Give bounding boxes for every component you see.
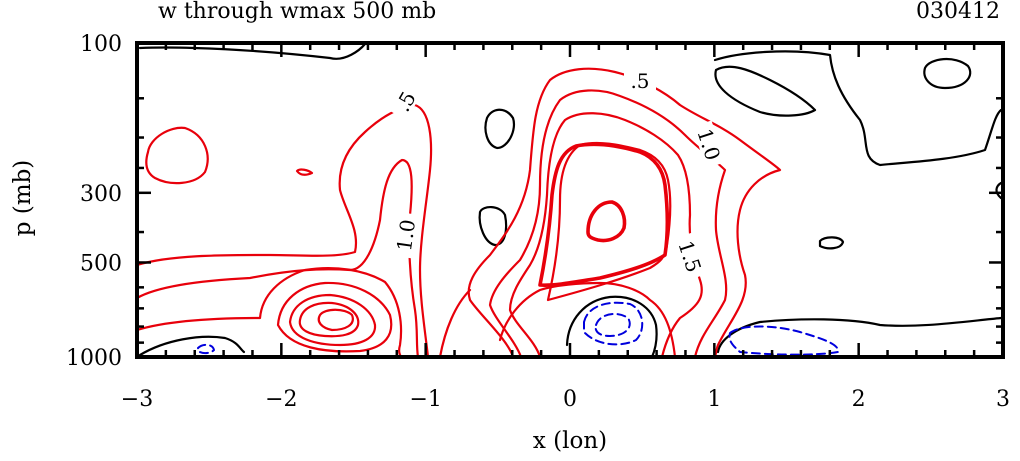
positive-contour-left-2-5 [288, 293, 377, 347]
y-tick-label: 300 [80, 182, 122, 207]
x-tick-label: 2 [852, 387, 866, 412]
x-tick-label: −2 [265, 387, 297, 412]
positive-contour-left-1-0 [137, 158, 420, 357]
y-tick-label: 1000 [66, 346, 122, 371]
zero-contour-bottom-right [716, 316, 1003, 354]
positive-contour-center-2-0 [498, 281, 677, 357]
x-tick-label: 0 [563, 387, 577, 412]
negative-contour-small-left [197, 343, 215, 355]
x-tick-label: −1 [409, 387, 441, 412]
chart-title: w through wmax 500 mb [158, 0, 436, 24]
positive-contour-left-center-edge [438, 288, 472, 357]
contour-labels: .5 1.0 .5 1.0 1.5 [389, 69, 725, 281]
y-tick-label: 500 [80, 251, 122, 276]
positive-contour-tiny [295, 168, 314, 176]
y-tick-label: 100 [80, 32, 122, 57]
zero-contour-tiny-oval [818, 236, 845, 250]
positive-contour-left-0-5 [137, 103, 433, 357]
positive-contour-left-3-0 [298, 301, 360, 338]
x-tick-label: 3 [996, 387, 1010, 412]
y-axis-label: p (mb) [10, 160, 36, 237]
positive-contour-center-0-5 [467, 67, 782, 357]
contour-lines [137, 43, 1003, 357]
zero-contour-right-edge [995, 181, 1003, 200]
positive-contour-center-1-0 [488, 89, 728, 357]
x-tick-label: −3 [121, 387, 153, 412]
positive-contour-center-2-5 [546, 141, 672, 302]
positive-contours [137, 67, 782, 357]
zero-contour-top [138, 43, 367, 60]
positive-contour-center-3-5 [586, 200, 627, 243]
positive-contour-left-3-5 [317, 308, 354, 332]
chart-date: 030412 [916, 0, 1000, 24]
zero-contour-right-oval [714, 65, 817, 117]
zero-contour-bottom-left [138, 335, 246, 357]
axes: −3 −2 −1 0 1 2 3 100 300 500 1000 [66, 32, 1010, 412]
positive-contour-left-oval [145, 126, 209, 185]
zero-contour-small-oval-mid [484, 108, 516, 150]
positive-contour-center-1-5 [508, 112, 703, 357]
negative-contours [197, 301, 840, 356]
zero-contour-small-oval-top-right [923, 58, 972, 90]
contour-label-2: .5 [630, 69, 649, 93]
zero-contours [138, 43, 1003, 357]
negative-contour-inner [594, 312, 631, 337]
x-axis-label: x (lon) [533, 428, 607, 454]
contour-label-1: 1.0 [392, 218, 420, 253]
positive-contour-center-3-0 [538, 142, 670, 287]
negative-contour-outer [583, 301, 644, 346]
positive-contour-left-2-0 [276, 281, 393, 353]
plot-frame [135, 41, 1005, 359]
x-tick-label: 1 [707, 387, 721, 412]
zero-contour-top-right [713, 50, 1003, 167]
negative-contour-right [728, 325, 840, 356]
zero-contour-around-negative [565, 295, 658, 357]
positive-contour-left-1-5 [137, 267, 403, 357]
